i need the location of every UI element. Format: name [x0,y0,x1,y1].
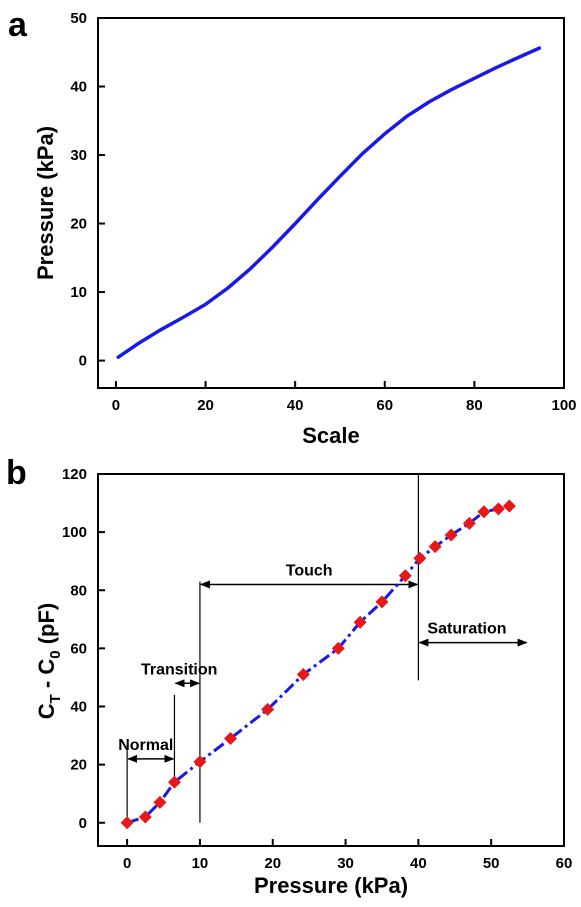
data-point-marker [138,810,152,824]
region-label: Transition [141,661,217,678]
y-title-b-mid: - C [34,659,59,695]
data-point-marker [413,551,427,565]
x-tick-label: 20 [264,855,281,872]
data-point-marker [261,702,275,716]
series-b [120,499,516,830]
panel-b-label: b [6,454,27,492]
y-tick-label: 10 [70,284,87,301]
y-tick-label: 40 [70,79,87,96]
data-point-marker [153,795,167,809]
y-axis-title-a: Pressure (kPa) [33,126,58,280]
y-title-b-main: C [34,703,59,719]
data-point-marker [462,516,476,530]
y-tick-label: 120 [62,466,87,483]
x-tick-label: 40 [410,855,427,872]
x-tick-label: 0 [112,397,120,414]
data-point-marker [428,540,442,554]
data-point-marker [193,755,207,769]
x-tick-label: 80 [466,397,483,414]
y-title-b-sub1: T [47,694,64,703]
region-label: Touch [286,562,333,579]
data-point-marker [167,775,181,789]
y-title-b-unit: (pF) [34,603,59,651]
y-tick-label: 30 [70,147,87,164]
y-tick-label: 60 [70,640,87,657]
x-tick-label: 30 [337,855,354,872]
y-ticks-a: 0 10 20 30 40 50 [70,10,105,370]
y-tick-label: 0 [79,353,87,370]
x-tick-label: 50 [483,855,500,872]
series-a [116,46,542,359]
x-tick-label: 40 [287,397,304,414]
data-point-marker [120,816,134,830]
chart-panel-a: 0 20 40 60 80 100 0 10 20 30 40 50 Scale Pressure … [33,10,577,448]
plot-frame-a [97,17,565,389]
x-axis-title-b: Pressure (kPa) [254,873,408,898]
x-tick-label: 100 [551,397,576,414]
y-tick-label: 80 [70,582,87,599]
y-tick-label: 40 [70,699,87,716]
panel-a-label: a [8,6,28,44]
data-point-marker [353,615,367,629]
x-tick-label: 60 [556,855,573,872]
x-tick-label: 20 [197,397,214,414]
data-point-marker [331,641,345,655]
data-point-marker [398,569,412,583]
series-line-a [116,46,542,359]
y-ticks-b: 0 20 40 60 80 100 120 [62,466,105,832]
data-point-marker [477,505,491,519]
region-label: Saturation [427,621,506,638]
data-point-marker [444,528,458,542]
x-tick-label: 60 [376,397,393,414]
y-tick-label: 20 [70,216,87,233]
data-point-marker [224,731,238,745]
region-annotations: Normal Transition Touch Saturation [118,474,528,823]
y-title-b-sub2: 0 [47,650,64,658]
x-axis-title-a: Scale [302,423,360,448]
data-point-marker [491,502,505,516]
x-ticks-b: 0 10 20 30 40 50 60 [123,839,572,872]
y-tick-label: 0 [79,815,87,832]
data-point-marker [502,499,516,513]
data-point-marker [296,668,310,682]
x-tick-label: 10 [192,855,209,872]
y-tick-label: 20 [70,757,87,774]
y-tick-label: 50 [70,10,87,27]
y-axis-title-b: CT - C0 (pF) [34,603,64,720]
chart-panel-b: 0 10 20 30 40 50 60 0 20 40 60 80 100 120 Normal Tran… [34,466,572,898]
x-tick-label: 0 [123,855,131,872]
data-point-marker [375,595,389,609]
x-ticks-a: 0 20 40 60 80 100 [112,381,577,414]
plot-frame-b [97,473,565,847]
y-tick-label: 100 [62,524,87,541]
region-label: Normal [118,737,173,754]
